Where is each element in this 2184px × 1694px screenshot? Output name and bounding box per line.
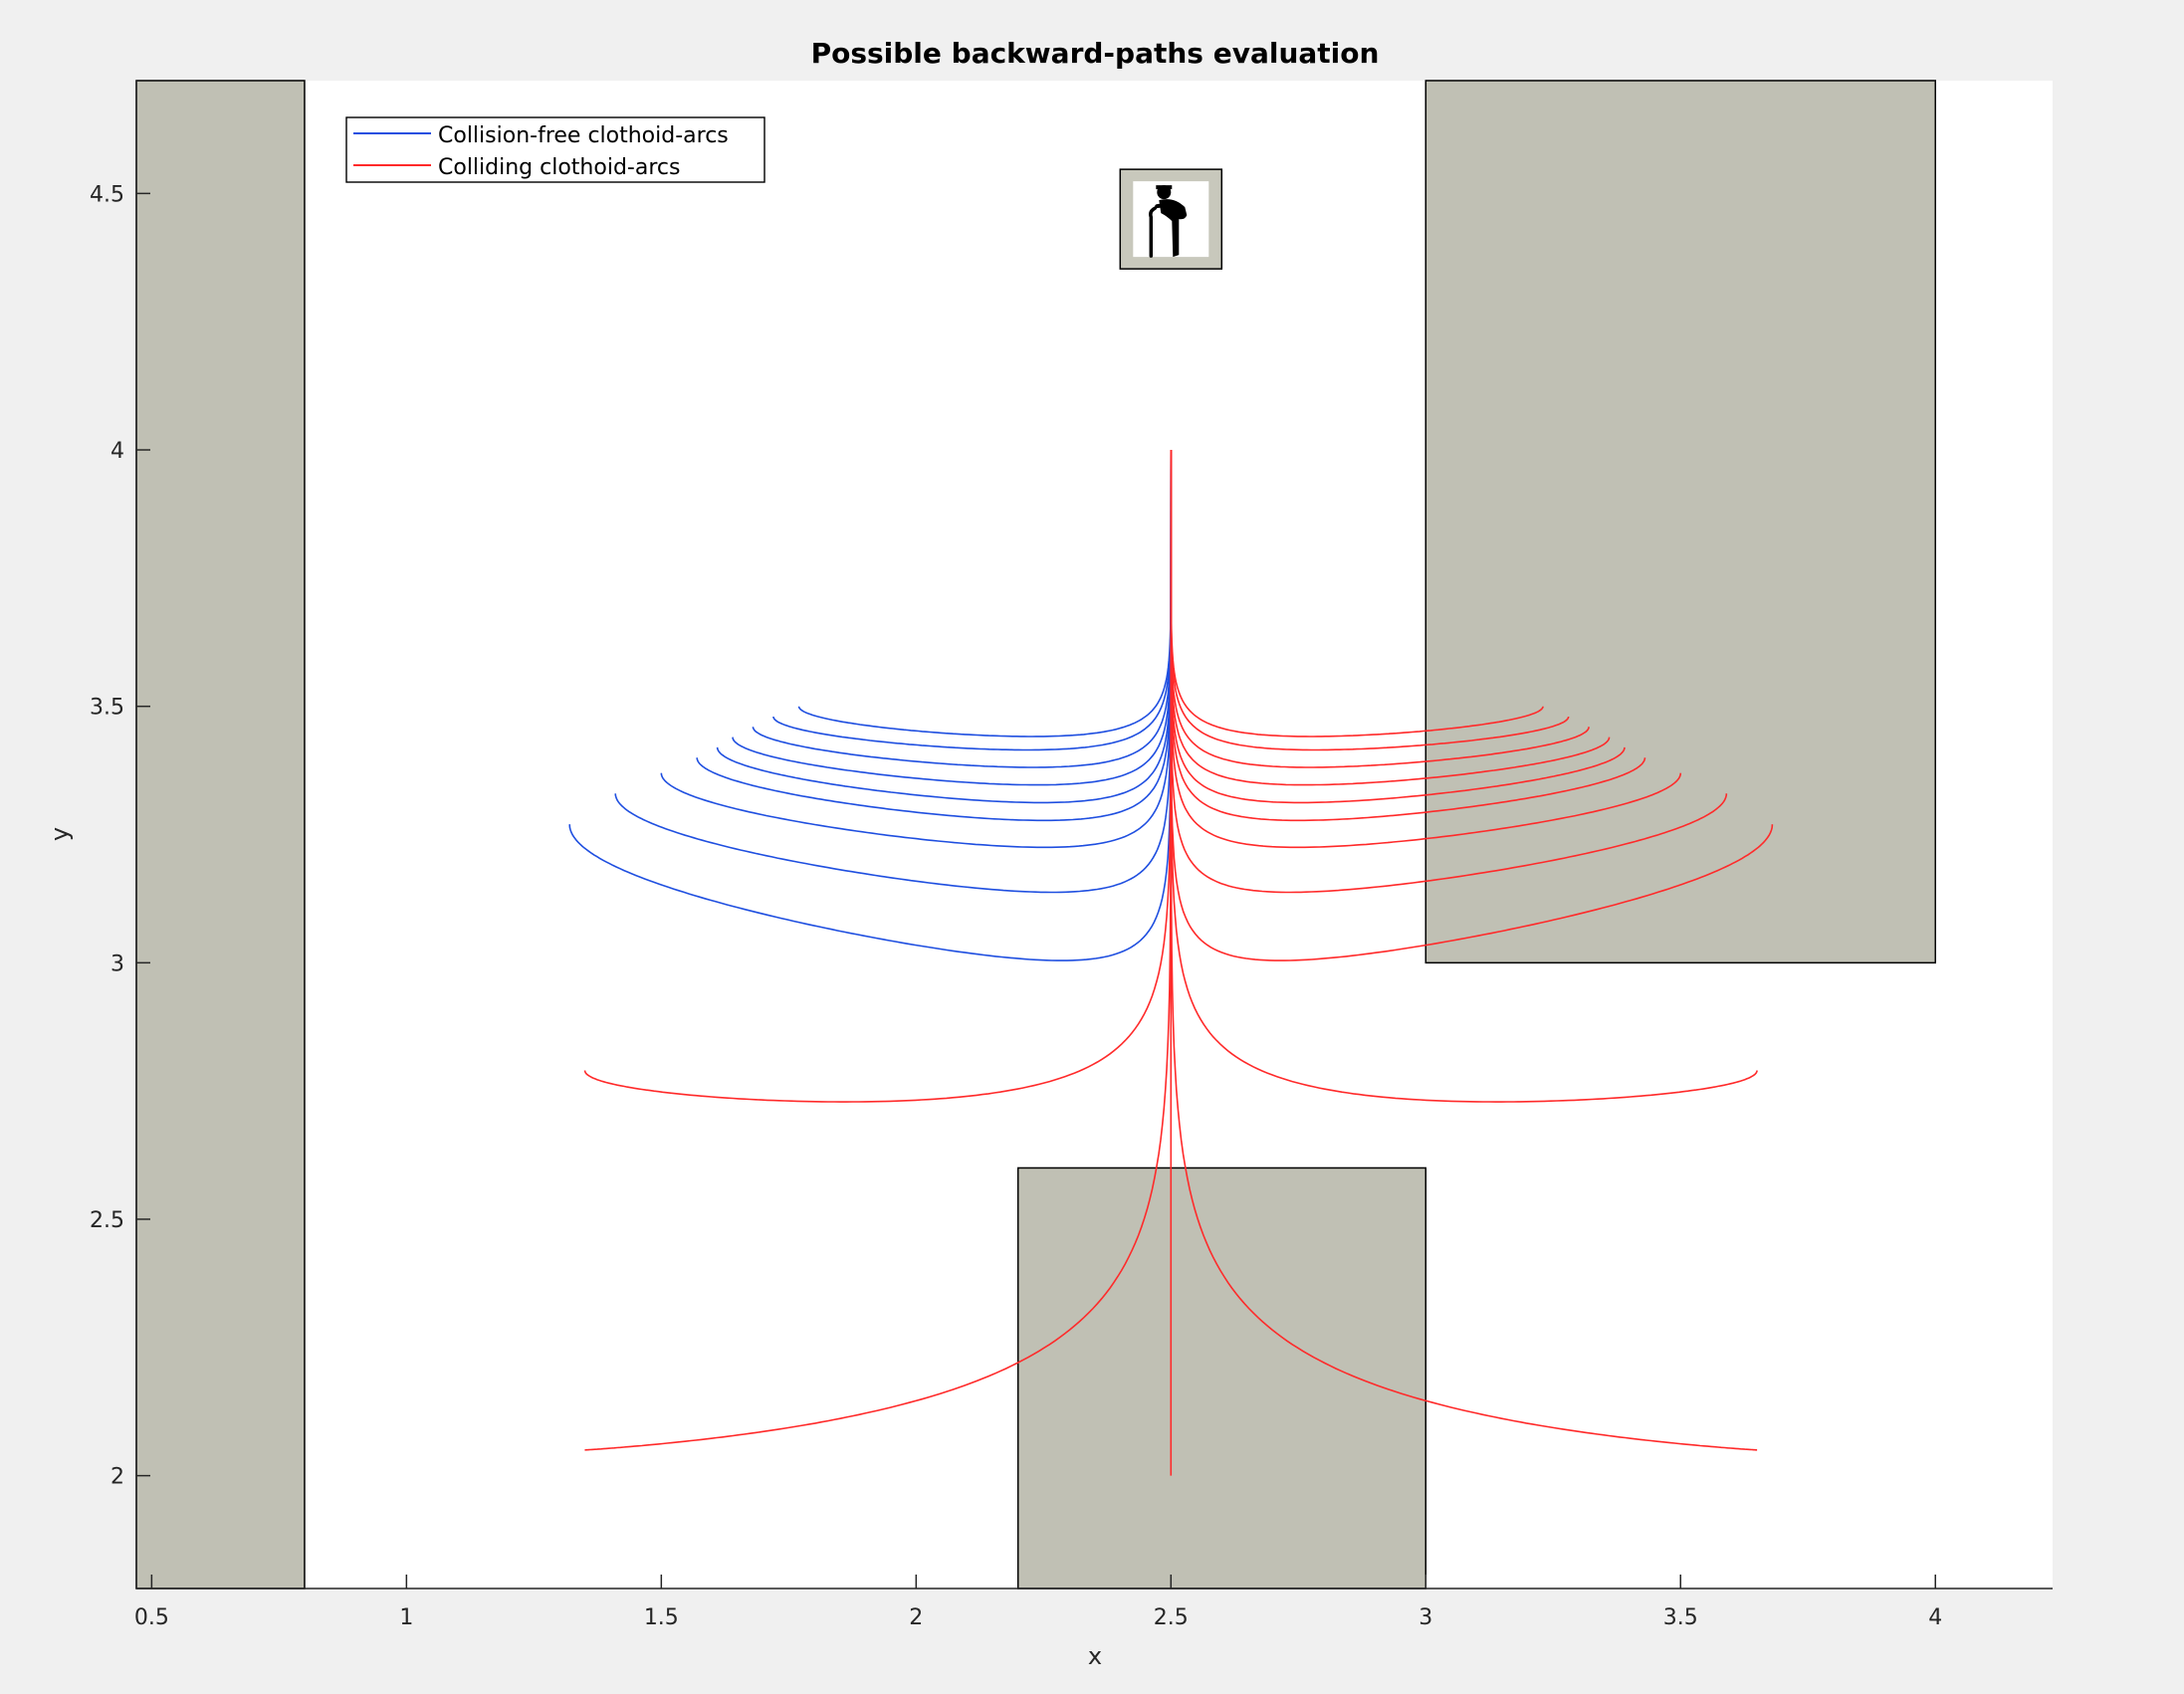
collision-free-arc-4 [716, 449, 1173, 804]
x-tick-label-4: 2.5 [1154, 1605, 1189, 1630]
obstacle-right-block [1424, 80, 1936, 964]
x-tick-label-7: 4 [1928, 1605, 1942, 1630]
collision-free-arc-2 [752, 449, 1173, 768]
x-tick-label-1: 1 [399, 1605, 413, 1630]
colliding-arc-8 [1170, 449, 1774, 961]
y-tick-label-5: 4.5 [90, 182, 124, 207]
y-tick-label-1: 2.5 [90, 1208, 124, 1233]
colliding-arc-4 [1170, 449, 1626, 804]
collision-free-arc-1 [772, 449, 1173, 751]
colliding-arc-12 [1170, 449, 1758, 1451]
y-tick-label-4: 4 [110, 439, 124, 464]
colliding-arc-6 [1170, 449, 1682, 849]
collision-free-arc-5 [696, 449, 1173, 822]
colliding-arc-1 [1170, 449, 1570, 751]
collision-free-arc-6 [660, 449, 1173, 849]
axes: 0.5 1 1.5 2 2.5 3 3.5 4 2 2.5 3 3.5 4 4.5 [90, 81, 2053, 1630]
elderly-person-icon [1149, 185, 1188, 258]
legend-box [345, 116, 765, 183]
chart-title: Possible backward-paths evaluation [811, 37, 1380, 70]
x-tick-label-3: 2 [909, 1605, 923, 1630]
legend-label-collision-free: Collision-free clothoid-arcs [438, 123, 729, 148]
colliding-arc-2 [1170, 449, 1590, 768]
y-axis-label: y [46, 827, 74, 841]
collision-free-arc-0 [797, 449, 1173, 738]
obstacles [135, 80, 1936, 1589]
x-tick-label-5: 3 [1419, 1605, 1432, 1630]
path-curves [568, 449, 1774, 1476]
x-tick-label-0: 0.5 [134, 1605, 169, 1630]
colliding-arc-3 [1170, 449, 1611, 786]
x-axis-label: x [1088, 1642, 1102, 1670]
colliding-arc-10 [1170, 449, 1758, 1103]
y-tick-label-3: 3.5 [90, 696, 124, 721]
y-tick-label-0: 2 [110, 1465, 124, 1490]
colliding-arc-0 [1170, 449, 1544, 738]
legend[interactable]: Collision-free clothoid-arcs Colliding c… [345, 116, 765, 183]
x-tick-label-2: 1.5 [644, 1605, 679, 1630]
colliding-arc-7 [1170, 449, 1728, 894]
collision-free-arc-3 [732, 449, 1173, 786]
colliding-arc-11 [584, 449, 1173, 1451]
plot-area[interactable]: 0.5 1 1.5 2 2.5 3 3.5 4 2 2.5 3 3.5 4 4.5 Collision-f… [90, 80, 2053, 1630]
y-tick-label-2: 3 [110, 952, 124, 976]
collision-free-arc-7 [614, 449, 1173, 894]
colliding-arc-5 [1170, 449, 1646, 822]
x-tick-label-6: 3.5 [1663, 1605, 1698, 1630]
obstacle-left-wall [135, 80, 306, 1589]
obstacle-bottom-block [1016, 1166, 1427, 1589]
legend-label-colliding: Colliding clothoid-arcs [438, 155, 680, 180]
person-marker [1119, 168, 1223, 270]
colliding-arc-9 [583, 449, 1173, 1103]
collision-free-arc-8 [568, 449, 1173, 961]
